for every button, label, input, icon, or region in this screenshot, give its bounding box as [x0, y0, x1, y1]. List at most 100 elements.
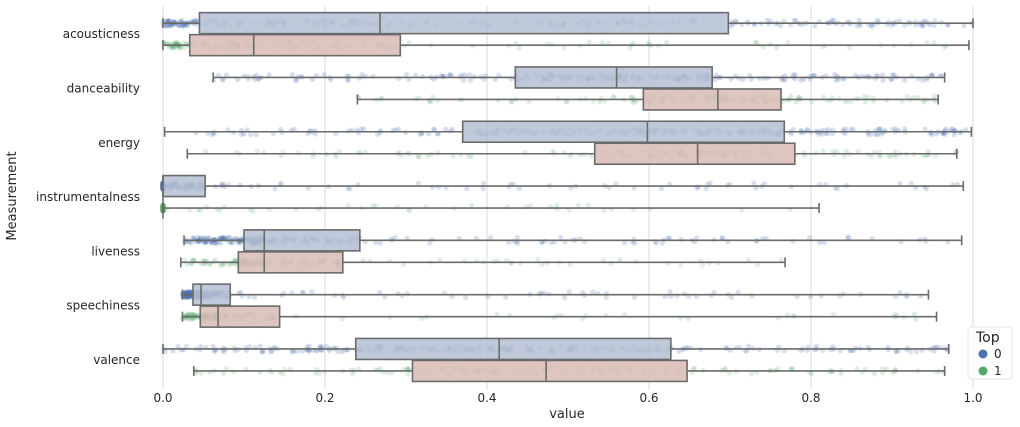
x-tick-label: 0.0 — [153, 391, 172, 405]
strip-point — [514, 240, 521, 246]
strip-point — [186, 294, 192, 300]
strip-point — [938, 19, 944, 25]
strip-point — [190, 235, 196, 241]
strip-point — [220, 77, 226, 83]
strip-point — [272, 186, 278, 192]
strip-point — [845, 234, 851, 241]
strip-point — [950, 126, 956, 132]
strip-point — [377, 240, 384, 246]
strip-point — [516, 45, 522, 51]
strip-point — [209, 131, 215, 138]
strip-point — [268, 348, 274, 355]
strip-point — [835, 77, 841, 83]
strip-point — [740, 77, 746, 83]
strip-point — [790, 126, 796, 133]
strip-point — [809, 98, 815, 105]
strip-point — [238, 289, 244, 295]
strip-point — [220, 235, 226, 241]
strip-point — [198, 370, 204, 376]
strip-point — [875, 126, 881, 132]
strip-point — [617, 256, 623, 262]
strip-point — [703, 185, 709, 192]
strip-point — [223, 72, 230, 78]
strip-point — [854, 22, 860, 29]
strip-point — [202, 235, 208, 241]
strip-point — [430, 94, 436, 100]
strip-point — [891, 72, 897, 78]
strip-point — [183, 343, 190, 349]
strip-point — [897, 18, 903, 24]
strip-point — [611, 94, 617, 100]
strip-point — [467, 77, 474, 83]
strip-point — [596, 99, 603, 105]
strip-point — [405, 371, 411, 377]
strip-point — [349, 371, 356, 377]
strip-point — [168, 23, 174, 29]
strip-point — [829, 17, 835, 24]
legend: Top 0 1 — [967, 326, 1013, 380]
strip-point — [911, 311, 917, 317]
strip-point — [745, 343, 752, 349]
strip-point — [358, 126, 364, 132]
strip-point — [266, 72, 272, 78]
strip-point — [170, 348, 176, 354]
strip-point — [180, 22, 187, 29]
strip-point — [830, 344, 836, 350]
strip-point — [373, 203, 379, 209]
strip-point — [392, 234, 398, 241]
box-iqr — [192, 283, 232, 306]
strip-point — [773, 45, 780, 51]
strip-point — [359, 71, 365, 78]
strip-point — [374, 131, 381, 138]
strip-point — [175, 343, 181, 349]
strip-point — [610, 94, 616, 100]
strip-point — [897, 181, 903, 187]
strip-point — [632, 240, 638, 246]
strip-point — [874, 132, 881, 138]
strip-point — [807, 235, 813, 241]
strip-point — [449, 72, 455, 78]
strip-point — [812, 23, 818, 29]
strip-point — [192, 17, 198, 23]
strip-point — [798, 77, 804, 83]
strip-point — [880, 77, 886, 83]
strip-point — [189, 257, 195, 263]
strip-point — [462, 72, 469, 78]
strip-point — [333, 154, 339, 160]
strip-point — [188, 316, 194, 323]
strip-point — [416, 153, 422, 160]
strip-point — [336, 149, 342, 155]
strip-point — [812, 347, 818, 353]
strip-point — [238, 235, 245, 241]
strip-point — [300, 289, 306, 296]
strip-point — [804, 126, 811, 132]
strip-point — [407, 208, 413, 214]
strip-point — [488, 235, 494, 241]
strip-point — [233, 257, 239, 263]
strip-point — [878, 131, 884, 137]
box-iqr — [642, 88, 782, 111]
strip-point — [180, 23, 186, 29]
strip-point — [603, 294, 609, 300]
strip-point — [566, 289, 572, 295]
strip-point — [203, 148, 209, 154]
strip-point — [920, 23, 926, 29]
strip-point — [902, 126, 908, 132]
strip-point — [361, 126, 367, 132]
strip-point — [176, 22, 182, 28]
strip-point — [653, 240, 659, 246]
strip-point — [226, 262, 232, 268]
strip-point — [217, 262, 224, 268]
strip-point — [753, 39, 759, 45]
strip-point — [554, 202, 560, 209]
strip-point — [344, 77, 351, 83]
strip-point — [707, 180, 713, 186]
x-tick-label: 0.8 — [801, 391, 820, 405]
strip-point — [257, 343, 263, 349]
strip-point — [181, 40, 187, 46]
strip-point — [855, 148, 861, 154]
strip-point — [646, 40, 652, 46]
strip-point — [790, 238, 796, 244]
strip-point — [745, 257, 752, 263]
